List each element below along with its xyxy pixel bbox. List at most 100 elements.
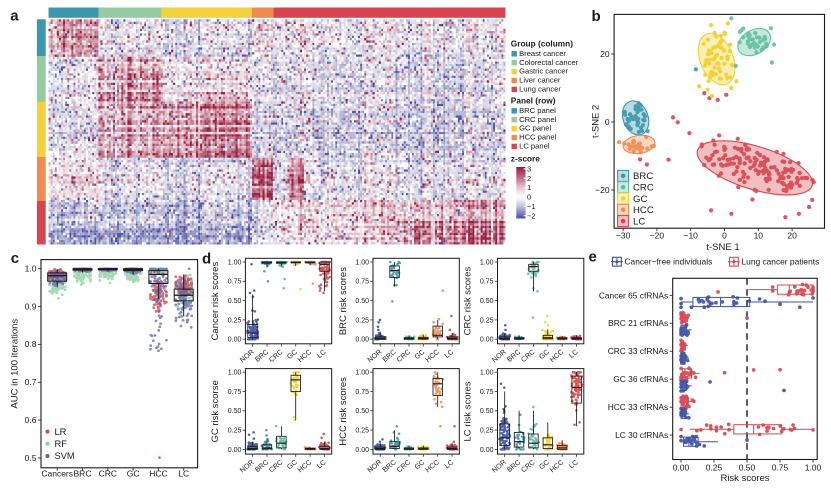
svg-text:0.25: 0.25	[355, 317, 369, 324]
svg-text:1.00: 1.00	[480, 259, 494, 266]
svg-text:Gastric cancer: Gastric cancer	[519, 67, 568, 76]
svg-text:−10: −10	[683, 231, 698, 241]
svg-text:c: c	[11, 250, 19, 267]
svg-text:AUC in 100 iterations: AUC in 100 iterations	[10, 319, 21, 409]
svg-text:a: a	[10, 8, 19, 25]
svg-text:1.00: 1.00	[480, 370, 494, 377]
svg-text:3: 3	[527, 165, 531, 174]
svg-text:0.50: 0.50	[480, 408, 494, 415]
svg-text:0.25: 0.25	[480, 428, 494, 435]
svg-text:GC 36 cfRNAs: GC 36 cfRNAs	[613, 374, 668, 384]
svg-text:−20: −20	[650, 231, 665, 241]
svg-text:Breast cancer: Breast cancer	[519, 49, 566, 58]
svg-text:Risk scores: Risk scores	[720, 473, 769, 484]
svg-text:0.50: 0.50	[355, 298, 369, 305]
svg-text:LC: LC	[178, 469, 189, 479]
svg-text:Cancer risk scores: Cancer risk scores	[210, 262, 221, 341]
svg-text:SVM: SVM	[55, 451, 75, 461]
svg-text:d: d	[202, 251, 211, 268]
svg-text:BRC: BRC	[633, 171, 653, 182]
svg-text:b: b	[592, 8, 601, 25]
svg-text:0.75: 0.75	[355, 389, 369, 396]
svg-text:0.50: 0.50	[355, 408, 369, 415]
svg-text:1.00: 1.00	[805, 463, 822, 473]
svg-text:Cancers: Cancers	[41, 469, 73, 479]
svg-text:0.75: 0.75	[480, 389, 494, 396]
svg-text:Group (column): Group (column)	[511, 39, 573, 49]
svg-text:CRC risk scores: CRC risk scores	[462, 267, 473, 336]
svg-text:HCC risk scores: HCC risk scores	[338, 377, 349, 446]
svg-text:GC: GC	[127, 469, 140, 479]
svg-text:0.25: 0.25	[480, 317, 494, 324]
svg-text:2: 2	[527, 174, 531, 183]
svg-text:LC: LC	[443, 348, 455, 360]
svg-text:1.00: 1.00	[355, 370, 369, 377]
svg-text:0.75: 0.75	[480, 279, 494, 286]
svg-text:20: 20	[787, 231, 797, 241]
svg-text:GC risk scorse: GC risk scorse	[210, 380, 221, 442]
svg-text:LC risk scores: LC risk scores	[462, 381, 473, 441]
svg-text:0.25: 0.25	[228, 317, 242, 324]
svg-text:−2: −2	[527, 211, 536, 220]
svg-text:Liver cancer: Liver cancer	[519, 76, 561, 85]
svg-text:BRC: BRC	[74, 469, 92, 479]
svg-text:0.00: 0.00	[228, 337, 242, 344]
svg-text:0: 0	[605, 117, 610, 127]
svg-text:BRC risk scores: BRC risk scores	[338, 267, 349, 335]
svg-text:0.75: 0.75	[228, 389, 242, 396]
svg-text:GC: GC	[633, 194, 647, 205]
svg-text:−1: −1	[527, 202, 536, 211]
svg-text:0.6: 0.6	[25, 415, 37, 425]
svg-text:LC: LC	[568, 348, 580, 360]
svg-text:10: 10	[754, 231, 764, 241]
svg-text:0: 0	[722, 231, 727, 241]
svg-text:0.00: 0.00	[228, 447, 242, 454]
svg-text:Lung cancer: Lung cancer	[519, 85, 561, 94]
svg-text:0.75: 0.75	[355, 279, 369, 286]
svg-text:LC: LC	[443, 458, 455, 470]
svg-text:0.9: 0.9	[25, 301, 37, 311]
svg-text:0.50: 0.50	[228, 408, 242, 415]
svg-text:LC: LC	[315, 348, 327, 360]
svg-text:Cancer 65 cfRNAs: Cancer 65 cfRNAs	[599, 290, 668, 300]
svg-text:BRC 21 cfRNAs: BRC 21 cfRNAs	[608, 318, 668, 328]
svg-text:HCC panel: HCC panel	[519, 133, 556, 142]
svg-text:CRC: CRC	[99, 469, 117, 479]
svg-text:0: 0	[527, 193, 531, 202]
svg-text:Panel (row): Panel (row)	[511, 96, 556, 106]
svg-text:0.7: 0.7	[25, 377, 37, 387]
svg-text:LC panel: LC panel	[519, 142, 550, 151]
svg-text:z-score: z-score	[511, 154, 540, 164]
svg-text:0.25: 0.25	[355, 428, 369, 435]
svg-text:BRC panel: BRC panel	[519, 106, 556, 115]
svg-text:0.25: 0.25	[228, 428, 242, 435]
svg-text:1.00: 1.00	[228, 370, 242, 377]
svg-text:0.00: 0.00	[355, 337, 369, 344]
svg-text:HCC: HCC	[149, 469, 167, 479]
svg-text:0.50: 0.50	[480, 298, 494, 305]
svg-text:0.00: 0.00	[673, 463, 690, 473]
svg-text:HCC: HCC	[633, 205, 654, 216]
svg-text:LC: LC	[633, 216, 645, 227]
svg-text:CRC: CRC	[633, 183, 654, 194]
svg-text:1.0: 1.0	[25, 264, 37, 274]
svg-text:Cancer−free individuals: Cancer−free individuals	[625, 257, 713, 267]
svg-text:LR: LR	[55, 427, 67, 437]
svg-text:20: 20	[600, 49, 610, 59]
svg-text:0.50: 0.50	[739, 463, 756, 473]
svg-text:0.75: 0.75	[772, 463, 789, 473]
svg-text:0.00: 0.00	[480, 337, 494, 344]
svg-text:t-SNE 1: t-SNE 1	[706, 242, 739, 253]
svg-text:0.5: 0.5	[25, 453, 37, 463]
svg-text:0.75: 0.75	[228, 279, 242, 286]
svg-text:Colorectal cancer: Colorectal cancer	[519, 58, 579, 67]
svg-text:0.50: 0.50	[228, 298, 242, 305]
svg-text:GC panel: GC panel	[519, 124, 551, 133]
svg-text:−30: −30	[616, 231, 631, 241]
svg-text:LC: LC	[568, 458, 580, 470]
svg-text:Lung cancer patients: Lung cancer patients	[742, 257, 820, 267]
svg-text:0.00: 0.00	[480, 447, 494, 454]
svg-text:LC: LC	[315, 458, 327, 470]
svg-text:1: 1	[527, 183, 531, 192]
svg-text:t-SNE 2: t-SNE 2	[591, 105, 602, 138]
